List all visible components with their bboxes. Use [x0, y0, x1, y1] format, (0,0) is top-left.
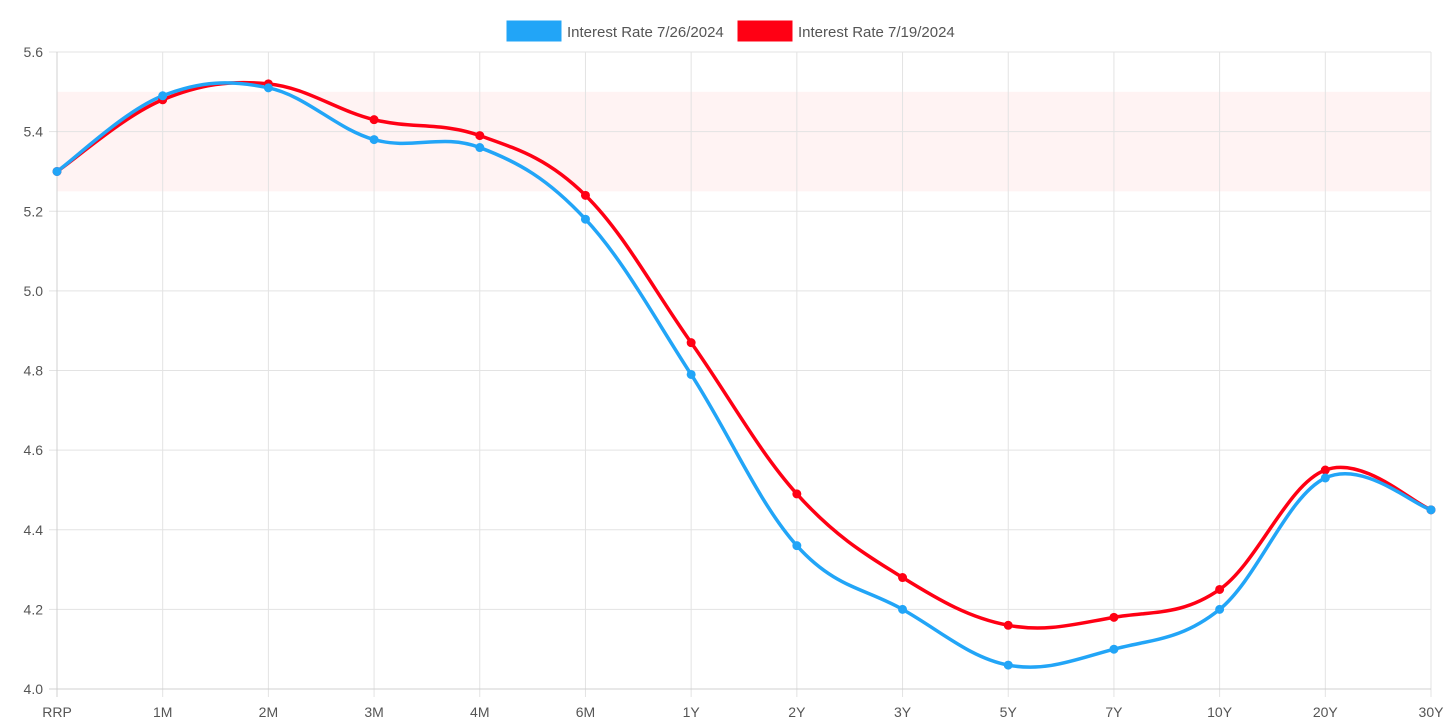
data-point: [52, 166, 62, 176]
x-tick-label: 3Y: [894, 704, 912, 720]
data-point: [369, 135, 379, 145]
x-tick-label: 30Y: [1419, 704, 1445, 720]
x-tick-label: 1Y: [683, 704, 701, 720]
y-tick-label: 4.4: [24, 522, 44, 538]
data-point: [686, 369, 696, 379]
x-tick-label: 2M: [259, 704, 278, 720]
x-tick-label: 20Y: [1313, 704, 1339, 720]
data-point: [580, 190, 590, 200]
data-point: [898, 573, 908, 583]
data-point: [263, 83, 273, 93]
data-point: [369, 115, 379, 125]
data-point: [475, 131, 485, 141]
y-tick-label: 5.4: [24, 124, 44, 140]
legend-label: Interest Rate 7/26/2024: [567, 24, 724, 41]
x-tick-label: 6M: [576, 704, 595, 720]
data-point: [1109, 612, 1119, 622]
shaded-band-layer: [57, 91, 1431, 192]
x-tick-label: 10Y: [1207, 704, 1233, 720]
data-point: [158, 91, 168, 101]
data-point: [686, 338, 696, 348]
y-tick-label: 4.2: [24, 601, 44, 617]
x-tick-label: RRP: [42, 704, 72, 720]
points-layer: [52, 79, 1436, 670]
x-tick-label: 2Y: [788, 704, 806, 720]
data-point: [898, 604, 908, 614]
y-tick-label: 5.6: [24, 44, 44, 60]
data-point: [1215, 604, 1225, 614]
data-point: [1320, 465, 1330, 475]
y-axis-ticks: 4.0 4.2 4.4 4.6 4.8 5.0 5.2 5.4 5.6: [24, 44, 44, 697]
data-point: [1426, 505, 1436, 515]
y-tick-label: 4.6: [24, 442, 44, 458]
data-point: [1109, 644, 1119, 654]
data-point: [475, 143, 485, 153]
legend: Interest Rate 7/26/2024 Interest Rate 7/1…: [506, 20, 955, 42]
y-tick-label: 4.8: [24, 363, 44, 379]
x-tick-label: 5Y: [1000, 704, 1018, 720]
shaded-band: [57, 91, 1431, 192]
data-point: [1215, 584, 1225, 594]
data-point: [1003, 620, 1013, 630]
x-axis-ticks: RRP 1M 2M 3M 4M 6M 1Y 2Y 3Y 5Y 7Y 10Y 20Y 30Y: [42, 704, 1444, 720]
x-tick-label: 4M: [470, 704, 489, 720]
data-point: [580, 214, 590, 224]
data-point: [1003, 660, 1013, 670]
legend-label: Interest Rate 7/19/2024: [798, 24, 955, 41]
y-tick-label: 4.0: [24, 681, 44, 697]
x-tick-label: 3M: [364, 704, 383, 720]
legend-swatch: [737, 20, 793, 42]
x-tick-label: 1M: [153, 704, 172, 720]
data-point: [1320, 473, 1330, 483]
legend-swatch: [506, 20, 562, 42]
y-tick-label: 5.2: [24, 203, 44, 219]
x-tick-label: 7Y: [1105, 704, 1123, 720]
grid-layer: [49, 51, 1432, 697]
data-point: [792, 541, 802, 551]
y-tick-label: 5.0: [24, 283, 44, 299]
data-point: [792, 489, 802, 499]
